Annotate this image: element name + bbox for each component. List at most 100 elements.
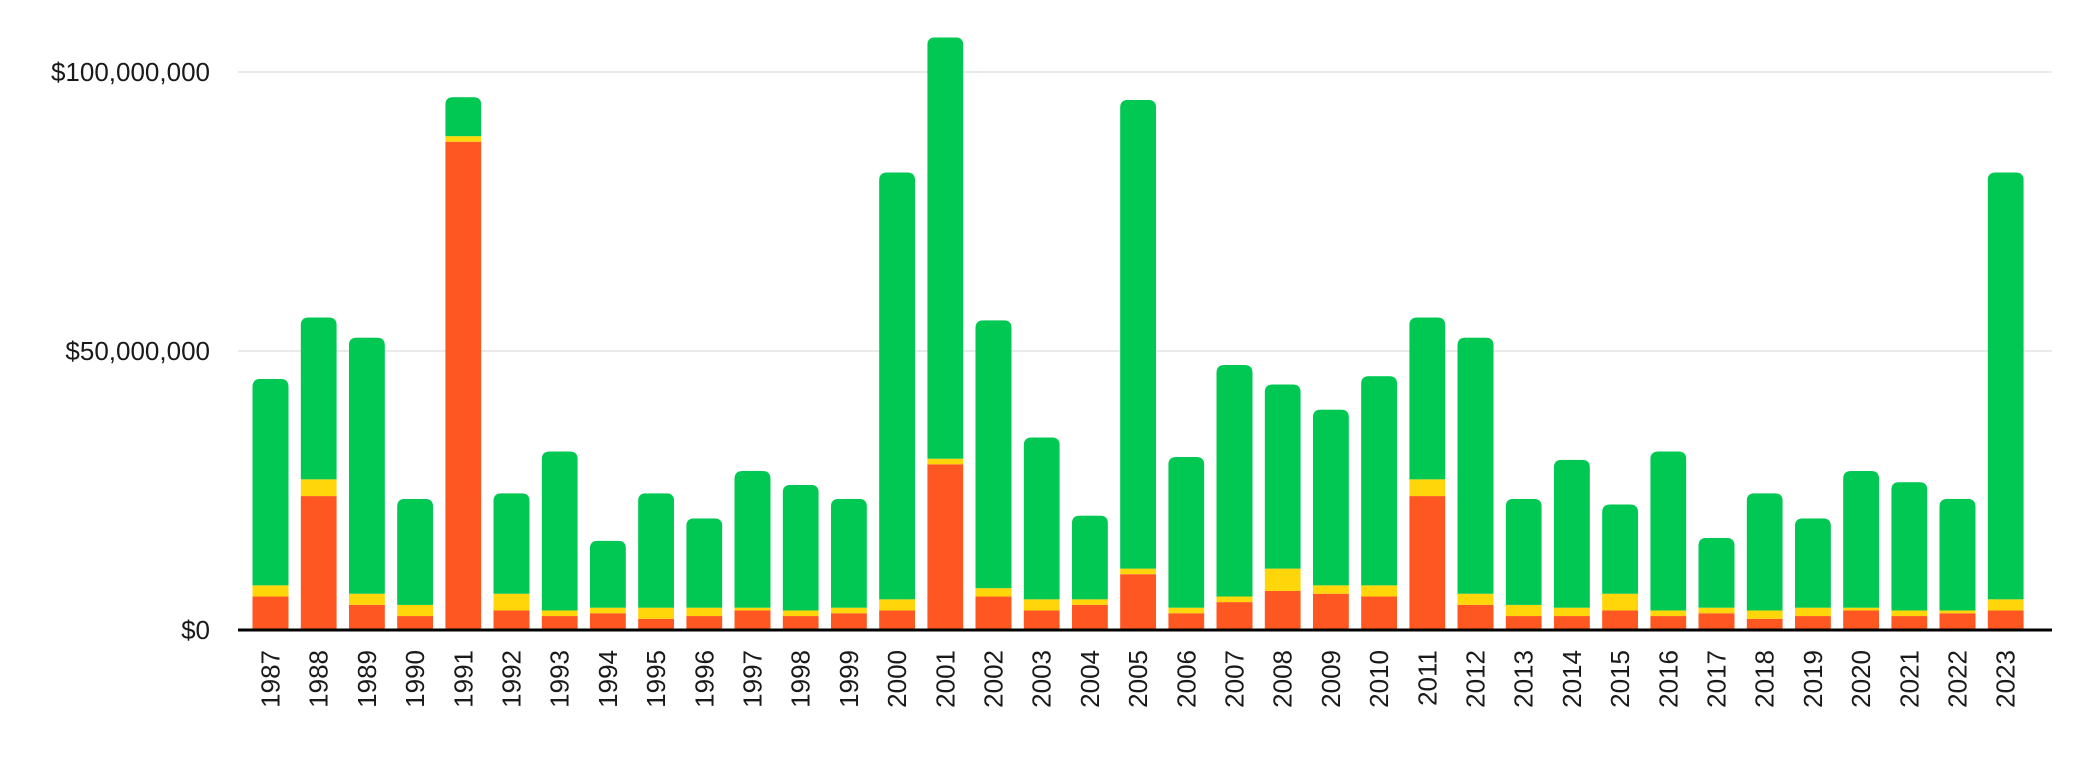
bar-segment-yellow <box>1361 585 1398 597</box>
bar-stack <box>830 498 867 630</box>
x-tick-label: 2015 <box>1605 650 1635 708</box>
bar-segment-green <box>1216 364 1253 597</box>
bar-segment-yellow <box>686 607 723 617</box>
bar-segment-yellow <box>541 610 578 617</box>
bar-segment-green <box>1505 498 1542 605</box>
bar-segment-green <box>1312 409 1349 586</box>
bar-segment-orange <box>397 616 434 630</box>
x-tick-label: 1999 <box>834 650 864 708</box>
x-tick-label: 2001 <box>930 650 960 708</box>
x-tick-label: 2006 <box>1171 650 1201 708</box>
bar-segment-yellow <box>1505 604 1542 617</box>
bar-segment-green <box>686 518 723 608</box>
bar-stack <box>1891 482 1928 630</box>
x-tick-label: 2005 <box>1123 650 1153 708</box>
bar-stack <box>782 484 819 630</box>
bar-stack <box>445 97 482 630</box>
bar-segment-green <box>589 540 626 608</box>
x-tick-label: 1991 <box>448 650 478 708</box>
bar-stack <box>493 493 530 630</box>
bar-segment-orange <box>1843 610 1880 630</box>
bar-segment-green <box>1602 504 1639 594</box>
bar-stack <box>589 540 626 630</box>
bar-segment-orange <box>927 464 964 630</box>
bar-segment-yellow <box>1939 610 1976 614</box>
x-tick-label: 1996 <box>689 650 719 708</box>
bar-stack <box>1698 537 1735 630</box>
bar-stack <box>1168 457 1205 630</box>
y-tick-label: $0 <box>181 615 210 645</box>
bar-segment-orange <box>1409 496 1446 630</box>
bar-segment-orange <box>300 496 337 630</box>
bar-segment-green <box>1409 317 1446 480</box>
bar-segment-yellow <box>879 599 916 611</box>
bar-segment-yellow <box>1794 607 1831 617</box>
bar-segment-yellow <box>638 607 675 619</box>
bar-stack <box>1216 364 1253 630</box>
bar-segment-orange <box>1023 610 1060 630</box>
bar-stack <box>1505 498 1542 630</box>
bar-segment-green <box>1168 457 1205 608</box>
bar-segment-orange <box>1071 604 1108 630</box>
bar-segment-green <box>1794 518 1831 608</box>
bar-stack <box>1987 172 2024 630</box>
x-tick-label: 2018 <box>1750 650 1780 708</box>
x-tick-label: 2013 <box>1509 650 1539 708</box>
bar-stack <box>1409 317 1446 630</box>
x-tick-label: 2012 <box>1461 650 1491 708</box>
x-tick-label: 2023 <box>1991 650 2021 708</box>
bar-segment-green <box>445 97 482 137</box>
bar-segment-orange <box>1698 613 1735 630</box>
bar-segment-orange <box>1168 613 1205 630</box>
x-tick-label: 1998 <box>786 650 816 708</box>
bar-stack <box>734 470 771 630</box>
bar-segment-orange <box>1553 616 1590 630</box>
bar-segment-yellow <box>1071 599 1108 605</box>
bar-stack <box>1843 470 1880 630</box>
bar-stack <box>1650 451 1687 630</box>
bar-stack <box>300 317 337 630</box>
bar-segment-yellow <box>300 479 337 497</box>
bar-stack <box>1939 498 1976 630</box>
bar-segment-yellow <box>493 593 530 611</box>
x-tick-label: 2016 <box>1653 650 1683 708</box>
x-tick-label: 1997 <box>738 650 768 708</box>
x-tick-label: 1995 <box>641 650 671 708</box>
bar-segment-green <box>252 378 289 586</box>
x-tick-label: 1994 <box>593 650 623 708</box>
bar-segment-orange <box>1120 574 1157 630</box>
bar-segment-orange <box>1457 604 1494 630</box>
y-tick-label: $100,000,000 <box>51 57 210 87</box>
bar-segment-yellow <box>1120 568 1157 575</box>
bar-stack <box>1794 518 1831 630</box>
bar-stack <box>1312 409 1349 630</box>
bar-segment-yellow <box>1264 568 1301 591</box>
bar-segment-orange <box>348 604 385 630</box>
bar-segment-green <box>1843 470 1880 608</box>
bar-segment-yellow <box>1746 610 1783 619</box>
bar-segment-orange <box>734 610 771 630</box>
bar-stack <box>1746 493 1783 630</box>
bar-segment-orange <box>830 613 867 630</box>
bar-stack <box>1071 515 1108 630</box>
bar-segment-yellow <box>445 136 482 142</box>
bar-segment-green <box>1023 437 1060 600</box>
bar-segment-green <box>1457 337 1494 594</box>
bar-segment-green <box>927 37 964 459</box>
x-tick-label: 1989 <box>352 650 382 708</box>
bar-stack <box>927 37 964 630</box>
bar-segment-green <box>541 451 578 611</box>
y-tick-label: $50,000,000 <box>65 336 210 366</box>
bar-segment-green <box>1698 537 1735 608</box>
bar-segment-green <box>300 317 337 480</box>
bar-segment-green <box>1987 172 2024 600</box>
bar-stack <box>975 320 1012 630</box>
bar-segment-yellow <box>782 610 819 617</box>
bar-segment-green <box>782 484 819 611</box>
bar-segment-yellow <box>1843 607 1880 611</box>
bar-segment-orange <box>1650 616 1687 630</box>
bar-segment-orange <box>782 616 819 630</box>
bar-segment-yellow <box>1891 610 1928 617</box>
bar-segment-orange <box>1602 610 1639 630</box>
